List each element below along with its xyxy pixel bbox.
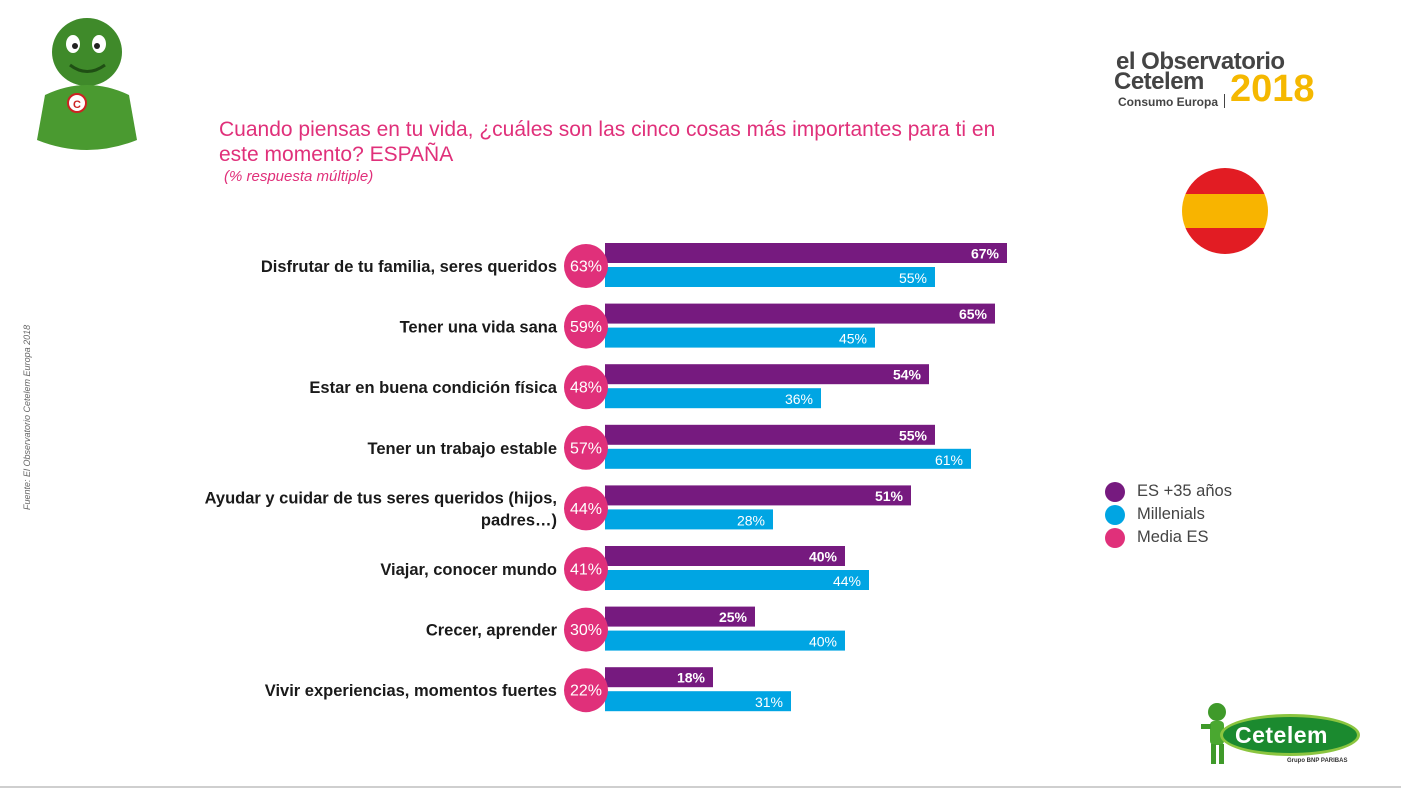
spain-flag-icon: [1182, 168, 1268, 254]
data-label-millenials: 40%: [809, 634, 837, 650]
legend-swatch: [1105, 504, 1125, 525]
bar-millenials: [605, 448, 971, 469]
data-label-es35: 51%: [875, 488, 904, 504]
legend-label: Media ES: [1137, 528, 1209, 546]
logo-line3: Consumo Europa: [1118, 95, 1219, 109]
logo-sub: Grupo BNP PARIBAS: [1287, 758, 1348, 764]
legend-label: ES +35 años: [1137, 482, 1232, 500]
data-label-millenials: 45%: [839, 331, 867, 347]
bar-es35: [605, 364, 929, 385]
category-label: Estar en buena condición física: [309, 379, 557, 397]
bar-chart: 67% 55% 63% Disfrutar de tu familia, seres …: [205, 243, 1007, 713]
data-label-media: 63%: [570, 259, 602, 276]
bar-es35: [605, 546, 845, 566]
bar-millenials: [605, 267, 935, 287]
bar-es35: [605, 243, 1007, 263]
bar-es35: [605, 667, 713, 688]
data-label-millenials: 44%: [833, 573, 861, 589]
chart-subtitle: (% respuesta múltiple): [224, 168, 374, 185]
bar-millenials: [605, 691, 791, 712]
category-label: Vivir experiencias, momentos fuertes: [265, 682, 557, 700]
bar-es35: [605, 303, 995, 324]
legend-item: ES +35 años: [1105, 480, 1232, 503]
data-label-millenials: 36%: [785, 391, 813, 407]
data-label-millenials: 31%: [755, 694, 783, 710]
category-label: Disfrutar de tu familia, seres queridos: [261, 258, 557, 276]
media-circle: [564, 244, 608, 288]
category-label: Tener un trabajo estable: [368, 440, 558, 458]
bar-millenials: [605, 630, 845, 651]
logo-line2: Cetelem: [1114, 68, 1204, 95]
legend-item: Media ES: [1105, 526, 1232, 549]
data-label-media: 59%: [570, 319, 602, 336]
data-label-es35: 40%: [809, 549, 838, 565]
media-circle: [564, 304, 608, 349]
media-circle: [564, 486, 608, 531]
media-circle: [564, 547, 608, 591]
bar-millenials: [605, 327, 875, 348]
legend-label: Millenials: [1137, 505, 1205, 523]
category-label: Crecer, aprender: [426, 622, 558, 640]
bar-millenials: [605, 570, 869, 590]
media-circle: [564, 668, 608, 713]
data-label-media: 44%: [570, 501, 602, 518]
bar-millenials: [605, 388, 821, 409]
mascot-image: C: [25, 10, 150, 160]
bar-es35: [605, 606, 755, 627]
logo-year: 2018: [1230, 68, 1315, 110]
data-label-media: 30%: [570, 622, 602, 639]
data-label-millenials: 61%: [935, 452, 963, 468]
observatorio-logo: el Observatorio Cetelem Consumo Europa 2…: [1112, 46, 1332, 116]
legend-swatch: [1105, 527, 1125, 548]
category-label: Ayudar y cuidar de tus seres queridos (h…: [205, 489, 557, 507]
logo-oval: [1220, 714, 1360, 756]
data-label-es35: 55%: [899, 427, 928, 443]
legend: ES +35 años Millenials Media ES: [1105, 480, 1232, 549]
logo-divider: [1224, 94, 1225, 108]
data-label-media: 48%: [570, 380, 602, 397]
data-label-media: 41%: [570, 562, 602, 579]
bar-millenials: [605, 509, 773, 530]
data-label-es35: 65%: [959, 306, 988, 322]
legend-swatch: [1105, 481, 1125, 502]
svg-text:C: C: [73, 99, 81, 111]
data-label-es35: 67%: [971, 246, 1000, 262]
bar-es35: [605, 424, 935, 445]
category-label: padres…): [481, 511, 557, 529]
chart-title: Cuando piensas en tu vida, ¿cuáles son l…: [219, 118, 996, 166]
category-label: Viajar, conocer mundo: [380, 561, 557, 579]
data-label-es35: 54%: [893, 367, 922, 383]
media-circle: [564, 425, 608, 470]
data-label-es35: 25%: [719, 609, 748, 625]
legend-item: Millenials: [1105, 503, 1232, 526]
data-label-es35: 18%: [677, 670, 706, 686]
logo-word: Cetelem: [1235, 722, 1328, 748]
bar-es35: [605, 485, 911, 506]
data-label-media: 57%: [570, 440, 602, 457]
cetelem-logo: Cetelem Grupo BNP PARIBAS: [1195, 700, 1370, 770]
media-circle: [564, 607, 608, 652]
data-label-millenials: 28%: [737, 512, 765, 528]
logo-line1: el Observatorio: [1116, 48, 1285, 75]
data-label-media: 22%: [570, 683, 602, 700]
media-circle: [564, 365, 608, 410]
bottom-divider: [0, 786, 1401, 788]
category-label: Tener una vida sana: [400, 319, 558, 337]
data-label-millenials: 55%: [899, 270, 927, 286]
